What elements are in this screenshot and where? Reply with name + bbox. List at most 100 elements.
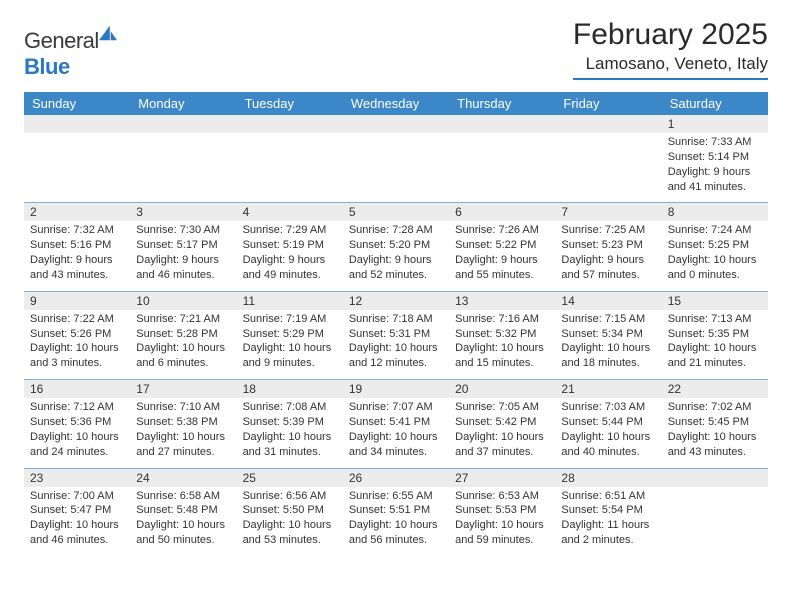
daylight-text-2: and 21 minutes. — [668, 356, 762, 371]
sunrise-text: Sunrise: 7:15 AM — [561, 312, 655, 327]
weekday-header: Friday — [555, 92, 661, 115]
day-cell — [343, 133, 449, 202]
header: GeneralBlue February 2025 Lamosano, Vene… — [24, 18, 768, 80]
sunrise-text: Sunrise: 6:53 AM — [455, 489, 549, 504]
day-cell: Sunrise: 6:55 AMSunset: 5:51 PMDaylight:… — [343, 487, 449, 556]
sunset-text: Sunset: 5:44 PM — [561, 415, 655, 430]
title-block: February 2025 Lamosano, Veneto, Italy — [573, 18, 768, 80]
day-cell — [449, 133, 555, 202]
sunrise-text: Sunrise: 6:51 AM — [561, 489, 655, 504]
day-number: 27 — [449, 469, 555, 487]
week-separator — [24, 202, 768, 203]
sunset-text: Sunset: 5:34 PM — [561, 327, 655, 342]
sunrise-text: Sunrise: 7:07 AM — [349, 400, 443, 415]
sunset-text: Sunset: 5:50 PM — [243, 503, 337, 518]
day-number — [343, 115, 449, 133]
day-number: 28 — [555, 469, 661, 487]
day-number: 13 — [449, 292, 555, 310]
daylight-text-2: and 18 minutes. — [561, 356, 655, 371]
title-rule — [573, 78, 768, 80]
daynum-row: 9101112131415 — [24, 292, 768, 310]
day-cell: Sunrise: 7:07 AMSunset: 5:41 PMDaylight:… — [343, 398, 449, 467]
brand-sail-icon — [97, 24, 119, 42]
sunrise-text: Sunrise: 7:33 AM — [668, 135, 762, 150]
day-number: 9 — [24, 292, 130, 310]
brand-logo: GeneralBlue — [24, 18, 119, 80]
daylight-text-1: Daylight: 10 hours — [30, 430, 124, 445]
sunrise-text: Sunrise: 7:05 AM — [455, 400, 549, 415]
week-row: Sunrise: 7:33 AMSunset: 5:14 PMDaylight:… — [24, 133, 768, 202]
daylight-text-2: and 34 minutes. — [349, 445, 443, 460]
calendar-grid: 1Sunrise: 7:33 AMSunset: 5:14 PMDaylight… — [24, 115, 768, 556]
daylight-text-1: Daylight: 9 hours — [349, 253, 443, 268]
daylight-text-1: Daylight: 10 hours — [455, 341, 549, 356]
day-number — [662, 469, 768, 487]
daylight-text-1: Daylight: 10 hours — [30, 518, 124, 533]
daylight-text-1: Daylight: 9 hours — [455, 253, 549, 268]
weekday-header: Wednesday — [343, 92, 449, 115]
sunset-text: Sunset: 5:23 PM — [561, 238, 655, 253]
day-cell: Sunrise: 6:58 AMSunset: 5:48 PMDaylight:… — [130, 487, 236, 556]
day-cell — [555, 133, 661, 202]
day-number: 1 — [662, 115, 768, 133]
sunrise-text: Sunrise: 7:32 AM — [30, 223, 124, 238]
day-cell — [237, 133, 343, 202]
daylight-text-2: and 52 minutes. — [349, 268, 443, 283]
daylight-text-1: Daylight: 10 hours — [243, 518, 337, 533]
day-number: 23 — [24, 469, 130, 487]
sunset-text: Sunset: 5:39 PM — [243, 415, 337, 430]
sunrise-text: Sunrise: 7:12 AM — [30, 400, 124, 415]
day-cell — [24, 133, 130, 202]
location-subtitle: Lamosano, Veneto, Italy — [573, 54, 768, 74]
daylight-text-1: Daylight: 10 hours — [455, 518, 549, 533]
week-row: Sunrise: 7:12 AMSunset: 5:36 PMDaylight:… — [24, 398, 768, 467]
day-number — [449, 115, 555, 133]
daylight-text-2: and 12 minutes. — [349, 356, 443, 371]
day-number: 21 — [555, 380, 661, 398]
sunrise-text: Sunrise: 7:18 AM — [349, 312, 443, 327]
day-cell: Sunrise: 7:32 AMSunset: 5:16 PMDaylight:… — [24, 221, 130, 290]
sunset-text: Sunset: 5:29 PM — [243, 327, 337, 342]
day-cell: Sunrise: 7:24 AMSunset: 5:25 PMDaylight:… — [662, 221, 768, 290]
daylight-text-1: Daylight: 10 hours — [136, 341, 230, 356]
daylight-text-1: Daylight: 10 hours — [561, 430, 655, 445]
daylight-text-2: and 55 minutes. — [455, 268, 549, 283]
day-cell: Sunrise: 6:53 AMSunset: 5:53 PMDaylight:… — [449, 487, 555, 556]
daylight-text-2: and 0 minutes. — [668, 268, 762, 283]
week-separator — [24, 379, 768, 380]
day-number — [237, 115, 343, 133]
daylight-text-1: Daylight: 10 hours — [349, 430, 443, 445]
day-cell: Sunrise: 7:25 AMSunset: 5:23 PMDaylight:… — [555, 221, 661, 290]
day-cell: Sunrise: 7:28 AMSunset: 5:20 PMDaylight:… — [343, 221, 449, 290]
daylight-text-2: and 56 minutes. — [349, 533, 443, 548]
day-number: 8 — [662, 203, 768, 221]
daylight-text-1: Daylight: 9 hours — [30, 253, 124, 268]
day-number: 2 — [24, 203, 130, 221]
day-number: 6 — [449, 203, 555, 221]
day-number: 5 — [343, 203, 449, 221]
daynum-row: 16171819202122 — [24, 380, 768, 398]
day-cell: Sunrise: 7:00 AMSunset: 5:47 PMDaylight:… — [24, 487, 130, 556]
daylight-text-2: and 37 minutes. — [455, 445, 549, 460]
sunset-text: Sunset: 5:25 PM — [668, 238, 762, 253]
sunrise-text: Sunrise: 7:24 AM — [668, 223, 762, 238]
sunset-text: Sunset: 5:54 PM — [561, 503, 655, 518]
sunrise-text: Sunrise: 6:56 AM — [243, 489, 337, 504]
sunset-text: Sunset: 5:17 PM — [136, 238, 230, 253]
sunrise-text: Sunrise: 7:02 AM — [668, 400, 762, 415]
daylight-text-2: and 40 minutes. — [561, 445, 655, 460]
day-cell: Sunrise: 7:05 AMSunset: 5:42 PMDaylight:… — [449, 398, 555, 467]
day-number: 17 — [130, 380, 236, 398]
sunrise-text: Sunrise: 7:03 AM — [561, 400, 655, 415]
daylight-text-1: Daylight: 9 hours — [243, 253, 337, 268]
weekday-header: Saturday — [662, 92, 768, 115]
daylight-text-1: Daylight: 10 hours — [243, 430, 337, 445]
daylight-text-1: Daylight: 10 hours — [136, 430, 230, 445]
week-separator — [24, 468, 768, 469]
week-separator — [24, 291, 768, 292]
daylight-text-2: and 15 minutes. — [455, 356, 549, 371]
sunset-text: Sunset: 5:51 PM — [349, 503, 443, 518]
week-row: Sunrise: 7:00 AMSunset: 5:47 PMDaylight:… — [24, 487, 768, 556]
day-cell: Sunrise: 7:08 AMSunset: 5:39 PMDaylight:… — [237, 398, 343, 467]
day-number — [24, 115, 130, 133]
